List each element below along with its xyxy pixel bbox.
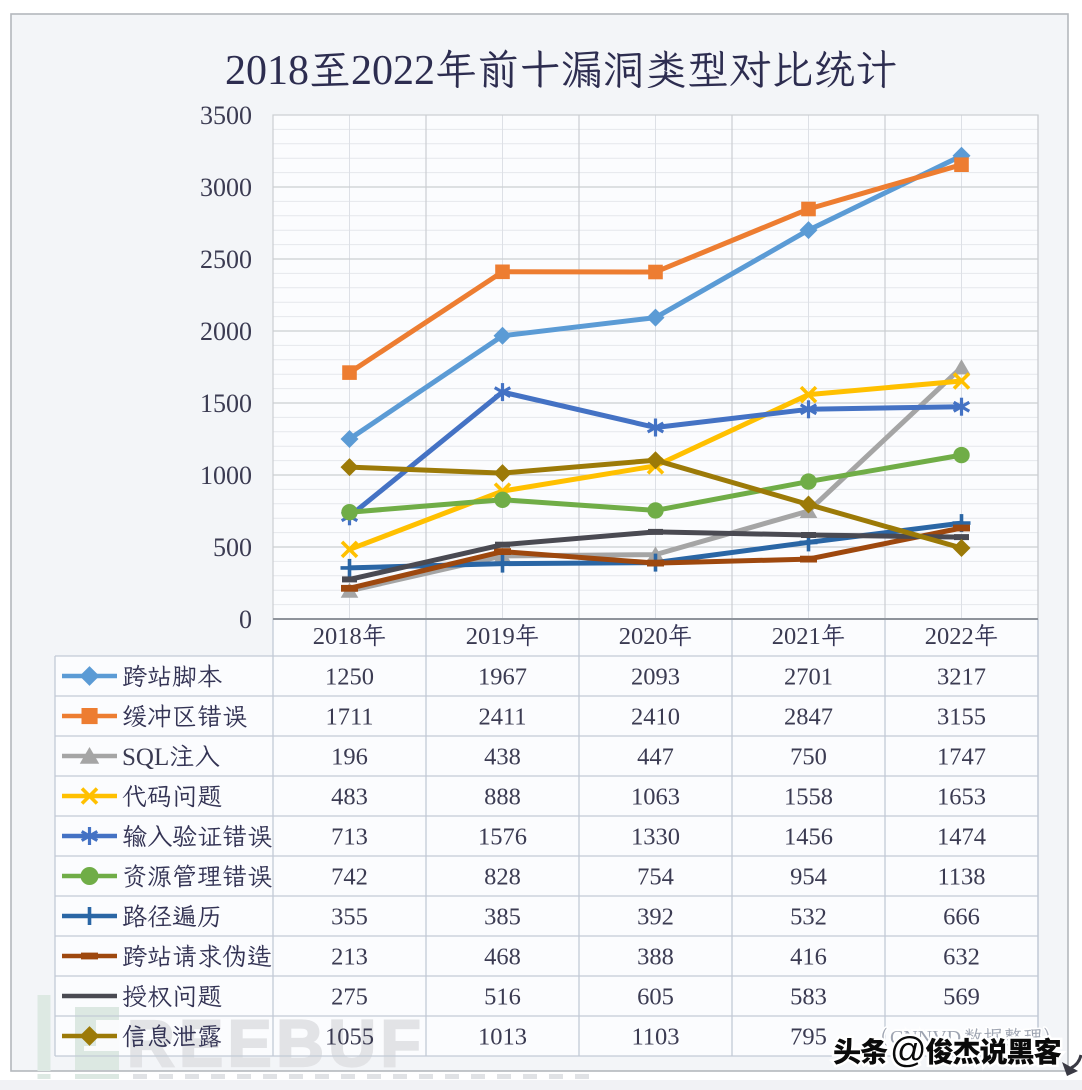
- svg-text:468: 468: [484, 944, 521, 971]
- svg-text:2701: 2701: [784, 664, 833, 691]
- svg-text:385: 385: [484, 904, 521, 931]
- svg-text:3500: 3500: [200, 101, 252, 130]
- svg-text:742: 742: [331, 864, 368, 891]
- svg-text:438: 438: [484, 744, 521, 771]
- svg-text:1000: 1000: [200, 461, 252, 490]
- svg-text:2410: 2410: [631, 704, 680, 731]
- svg-text:3000: 3000: [200, 173, 252, 202]
- svg-text:355: 355: [331, 904, 368, 931]
- svg-text:0: 0: [239, 605, 252, 634]
- svg-text:2019: 2019: [466, 623, 515, 650]
- svg-text:1250: 1250: [325, 664, 374, 691]
- svg-text:2022: 2022: [925, 623, 974, 650]
- svg-text:392: 392: [637, 904, 674, 931]
- svg-text:2093: 2093: [631, 664, 680, 691]
- svg-text:1013: 1013: [478, 1024, 527, 1051]
- svg-text:2018: 2018: [313, 623, 362, 650]
- svg-text:2000: 2000: [200, 317, 252, 346]
- svg-text:2022: 2022: [351, 48, 435, 94]
- svg-text:954: 954: [790, 864, 827, 891]
- svg-text:583: 583: [790, 984, 827, 1011]
- svg-text:828: 828: [484, 864, 521, 891]
- svg-text:1747: 1747: [937, 744, 986, 771]
- svg-text:416: 416: [790, 944, 827, 971]
- svg-text:2021: 2021: [772, 623, 821, 650]
- svg-text:750: 750: [790, 744, 827, 771]
- svg-text:569: 569: [943, 984, 980, 1011]
- svg-text:@: @: [890, 1029, 927, 1070]
- svg-text:516: 516: [484, 984, 521, 1011]
- svg-text:1967: 1967: [478, 664, 527, 691]
- svg-text:1103: 1103: [631, 1024, 679, 1051]
- svg-text:3217: 3217: [937, 664, 986, 691]
- svg-text:500: 500: [213, 533, 252, 562]
- svg-text:447: 447: [637, 744, 674, 771]
- svg-text:196: 196: [331, 744, 368, 771]
- svg-text:1330: 1330: [631, 824, 680, 851]
- svg-text:1474: 1474: [937, 824, 986, 851]
- svg-text:@: @: [890, 1029, 927, 1070]
- svg-text:1500: 1500: [200, 389, 252, 418]
- svg-text:1558: 1558: [784, 784, 833, 811]
- svg-text:795: 795: [790, 1024, 827, 1051]
- svg-text:REEBUF: REEBUF: [127, 1006, 425, 1080]
- svg-text:1055: 1055: [325, 1024, 374, 1051]
- svg-text:1063: 1063: [631, 784, 680, 811]
- svg-text:388: 388: [637, 944, 674, 971]
- svg-text:275: 275: [331, 984, 368, 1011]
- svg-text:1711: 1711: [325, 704, 373, 731]
- svg-text:1653: 1653: [937, 784, 986, 811]
- svg-text:2020: 2020: [619, 623, 668, 650]
- svg-text:2018: 2018: [225, 48, 309, 94]
- svg-text:532: 532: [790, 904, 827, 931]
- svg-text:605: 605: [637, 984, 674, 1011]
- svg-text:1576: 1576: [478, 824, 527, 851]
- svg-text:213: 213: [331, 944, 368, 971]
- svg-text:1456: 1456: [784, 824, 833, 851]
- svg-text:2500: 2500: [200, 245, 252, 274]
- svg-text:888: 888: [484, 784, 521, 811]
- svg-text:SQL: SQL: [122, 744, 169, 771]
- svg-text:3155: 3155: [937, 704, 986, 731]
- svg-text:483: 483: [331, 784, 368, 811]
- svg-text:632: 632: [943, 944, 980, 971]
- svg-text:2847: 2847: [784, 704, 833, 731]
- svg-text:666: 666: [943, 904, 980, 931]
- svg-text:754: 754: [637, 864, 674, 891]
- svg-text:1138: 1138: [937, 864, 985, 891]
- svg-text:2411: 2411: [478, 704, 526, 731]
- svg-text:713: 713: [331, 824, 368, 851]
